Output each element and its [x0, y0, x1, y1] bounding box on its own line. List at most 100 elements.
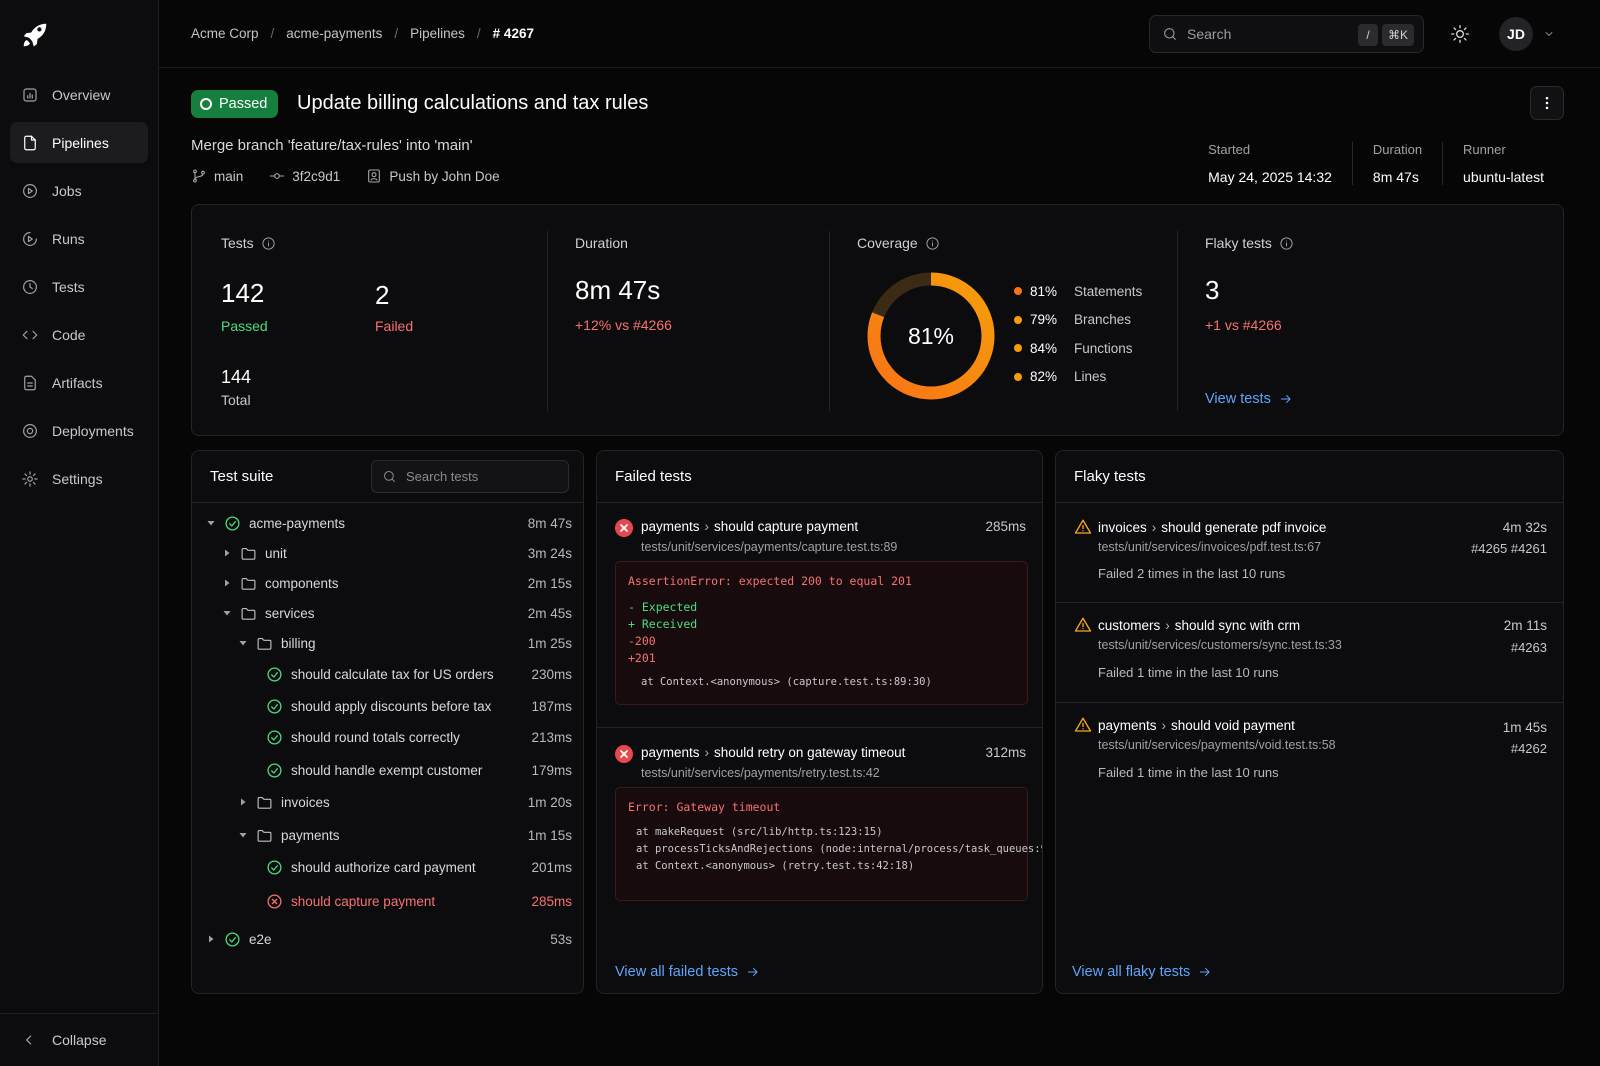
breadcrumb-org[interactable]: Acme Corp: [191, 26, 259, 41]
test-folder-row[interactable]: acme-payments 8m 47s: [192, 508, 583, 538]
view-all-flaky-link[interactable]: View all flaky tests: [1072, 964, 1212, 980]
sidebar-item-overview[interactable]: Overview: [10, 74, 148, 115]
test-name: should handle exempt customer: [291, 762, 483, 778]
caret-right-icon[interactable]: [222, 578, 232, 588]
caret-right-icon[interactable]: [222, 548, 232, 558]
sidebar-item-settings[interactable]: Settings: [10, 458, 148, 499]
divider: [1056, 702, 1563, 703]
theme-toggle-sun-icon[interactable]: [1450, 24, 1470, 44]
duration-stat-value: 8m 47s: [575, 275, 661, 305]
git-branch-icon: [193, 169, 205, 183]
flaky-test-path[interactable]: tests/unit/services/payments/void.test.t…: [1098, 738, 1336, 752]
coverage-statements: 81% Statements: [1014, 277, 1142, 306]
arrow-right-icon: [1200, 968, 1210, 976]
coverage-breakdown: 81% Statements 79% Branches 84% Functions 8…: [1014, 277, 1142, 391]
caret-down-icon[interactable]: [238, 638, 248, 648]
caret-right-icon[interactable]: [238, 797, 248, 807]
flaky-count: 3: [1205, 275, 1220, 305]
runner-value: ubuntu-latest: [1463, 169, 1544, 185]
sidebar-item-runs[interactable]: Runs: [10, 218, 148, 259]
test-name: components: [265, 575, 339, 591]
flaky-tests-title: Flaky tests: [1056, 451, 1563, 503]
test-case-row[interactable]: should capture payment 285ms: [192, 886, 583, 916]
started-label: Started: [1208, 142, 1251, 157]
breadcrumb-repo[interactable]: acme-payments: [286, 26, 383, 41]
check-circle-icon: [267, 859, 282, 875]
info-icon[interactable]: [261, 236, 276, 251]
test-folder-row[interactable]: unit 3m 24s: [192, 538, 583, 568]
rocket-logo-icon[interactable]: [20, 20, 50, 50]
coverage-percent: 81%: [908, 323, 954, 349]
commit-hash[interactable]: 3f2c9d1: [292, 168, 341, 184]
test-suite-title: Test suite: [192, 451, 583, 503]
tests-icon: [23, 279, 37, 294]
breadcrumb-separator: /: [270, 26, 275, 41]
sidebar-item-label: Pipelines: [52, 134, 109, 151]
test-folder-row[interactable]: payments 1m 15s: [192, 820, 583, 850]
coverage-donut-chart: 81%: [867, 272, 995, 400]
test-folder-row[interactable]: invoices 1m 20s: [192, 787, 583, 817]
test-case-row[interactable]: should calculate tax for US orders 230ms: [192, 659, 583, 689]
caret-down-icon[interactable]: [222, 608, 232, 618]
view-all-failed-link[interactable]: View all failed tests: [615, 964, 760, 980]
caret-right-icon[interactable]: [206, 934, 216, 944]
test-name: should apply discounts before tax: [291, 698, 492, 714]
flaky-test-item[interactable]: payments › should void payment 1m 45s test…: [1056, 703, 1563, 802]
flaky-run-refs[interactable]: #4263: [1510, 640, 1547, 655]
search-placeholder: Search: [1187, 26, 1232, 42]
view-tests-link[interactable]: View tests: [1205, 391, 1293, 407]
flaky-test-path[interactable]: tests/unit/services/customers/sync.test.…: [1098, 638, 1342, 652]
failed-test-path[interactable]: tests/unit/services/payments/retry.test.…: [641, 766, 880, 780]
failed-test-path[interactable]: tests/unit/services/payments/capture.tes…: [641, 540, 898, 554]
flaky-test-path[interactable]: tests/unit/services/invoices/pdf.test.ts…: [1098, 540, 1322, 554]
branch-name[interactable]: main: [214, 168, 244, 184]
sidebar-item-code[interactable]: Code: [10, 314, 148, 355]
sidebar-item-pipelines[interactable]: Pipelines: [10, 122, 148, 163]
test-duration: 53s: [550, 931, 572, 947]
sidebar-item-artifacts[interactable]: Artifacts: [10, 362, 148, 403]
global-search-input[interactable]: Search / ⌘K: [1149, 15, 1424, 53]
avatar[interactable]: JD: [1499, 17, 1533, 51]
coverage-pct: 79%: [1030, 312, 1058, 328]
test-case-row[interactable]: should authorize card payment 201ms: [192, 852, 583, 882]
search-tests-input[interactable]: Search tests: [371, 460, 569, 493]
gear-icon: [22, 470, 38, 487]
coverage-functions: 84% Functions: [1014, 334, 1142, 363]
arrow-right-icon: [1280, 395, 1291, 403]
sidebar-item-jobs[interactable]: Jobs: [10, 170, 148, 211]
sidebar-item-tests[interactable]: Tests: [10, 266, 148, 307]
stat-divider: [547, 231, 548, 411]
flaky-run-refs[interactable]: #4262: [1510, 741, 1547, 756]
test-name: should authorize card payment: [291, 859, 476, 875]
breadcrumb-separator: /: [476, 26, 481, 41]
info-icon[interactable]: [1279, 236, 1294, 251]
sidebar-item-label: Deployments: [52, 422, 134, 439]
test-folder-row[interactable]: components 2m 15s: [192, 568, 583, 598]
sidebar-item-deployments[interactable]: Deployments: [10, 410, 148, 451]
breadcrumb-pipelines[interactable]: Pipelines: [410, 26, 465, 41]
info-icon[interactable]: [925, 236, 940, 251]
failed-test-item[interactable]: payments › should capture payment 285ms te…: [597, 503, 1042, 727]
sidebar-item-label: Jobs: [52, 182, 82, 199]
folder-icon: [257, 796, 272, 809]
failed-test-title: payments › should retry on gateway timeout: [641, 745, 905, 760]
test-folder-row[interactable]: services 2m 45s: [192, 598, 583, 628]
coverage-lines: 82% Lines: [1014, 363, 1142, 392]
collapse-sidebar-button[interactable]: Collapse: [0, 1013, 159, 1066]
test-case-row[interactable]: should handle exempt customer 179ms: [192, 755, 583, 785]
failed-test-item[interactable]: payments › should retry on gateway timeout…: [597, 728, 1042, 928]
flaky-test-item[interactable]: customers › should sync with crm 2m 11s te…: [1056, 603, 1563, 702]
test-case-row[interactable]: should round totals correctly 213ms: [192, 722, 583, 752]
more-actions-button[interactable]: [1530, 86, 1564, 120]
test-case-row[interactable]: should apply discounts before tax 187ms: [192, 691, 583, 721]
chevron-down-icon[interactable]: [1543, 28, 1555, 40]
test-folder-row[interactable]: e2e 53s: [192, 924, 583, 954]
fail-x-icon: [615, 745, 633, 763]
caret-down-icon[interactable]: [206, 518, 216, 528]
flaky-test-item[interactable]: invoices › should generate pdf invoice 4m …: [1056, 503, 1563, 602]
flaky-run-refs[interactable]: #4265 #4261: [1471, 541, 1547, 556]
stat-divider: [1177, 231, 1178, 411]
error-message: AssertionError: expected 200 to equal 20…: [628, 574, 912, 588]
test-folder-row[interactable]: billing 1m 25s: [192, 628, 583, 658]
caret-down-icon[interactable]: [238, 830, 248, 840]
